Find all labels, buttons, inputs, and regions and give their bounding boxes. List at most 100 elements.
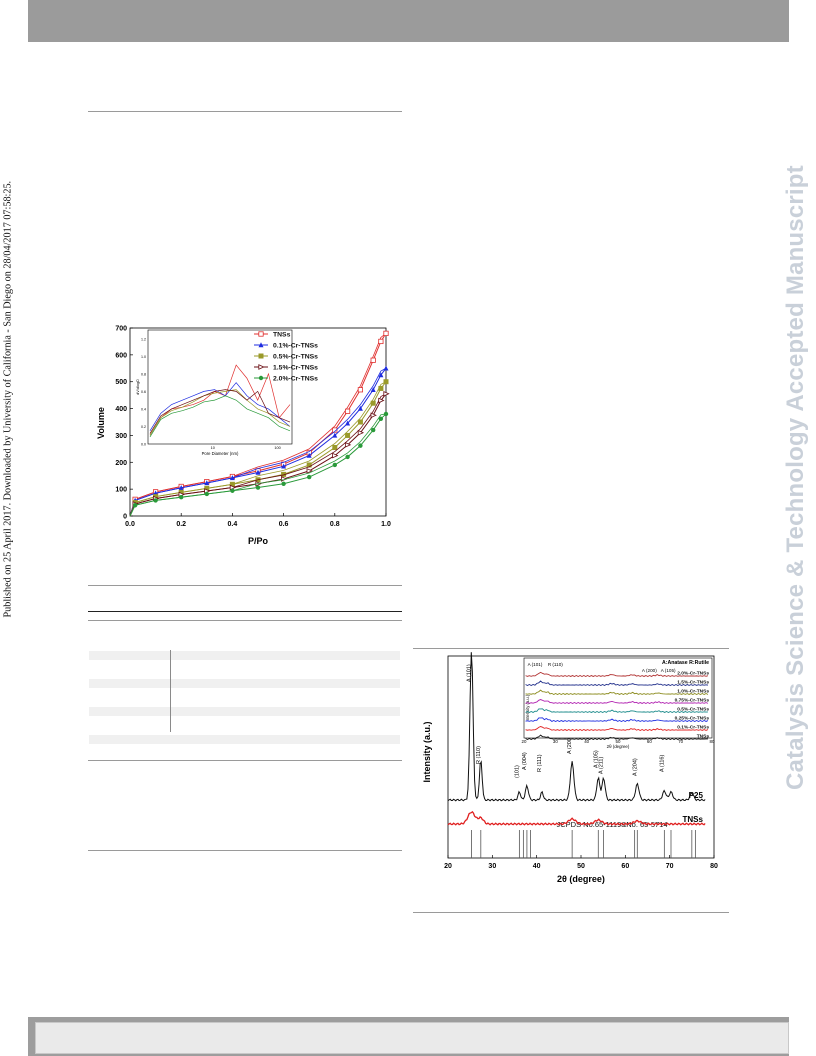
data-point: [378, 372, 384, 378]
series-label-TNSs: TNSs: [682, 815, 703, 824]
x-tick-label: 0.4: [228, 521, 238, 528]
data-point: [132, 503, 138, 508]
data-point: [378, 338, 384, 345]
data-point: [357, 419, 363, 425]
inset-x-tick-label: 30: [553, 739, 558, 744]
page-footer-bar: [35, 1022, 789, 1054]
y-tick-label: 0: [123, 514, 127, 521]
rule-top-left: [88, 111, 402, 112]
peak-label: (101): [514, 765, 520, 778]
x-tick-label: 0.0: [125, 521, 135, 528]
inset-series-label: 1.5%-Cr-TNSs: [677, 680, 709, 686]
inset-x-label: Pore Diameter (nm): [202, 451, 239, 456]
data-point: [204, 491, 209, 497]
x-tick-label: 60: [621, 863, 629, 870]
series-P25: [447, 652, 706, 802]
y-axis-label: Intensity (a.u.): [422, 721, 432, 782]
data-point: [178, 485, 184, 490]
inset-x-label: 2θ (degree): [607, 744, 630, 749]
series-line: [129, 381, 387, 517]
data-point: [229, 475, 235, 481]
data-point: [258, 331, 264, 337]
inset-x-tick-label: 70: [678, 739, 683, 744]
data-point: [370, 357, 376, 363]
table-column-divider: [170, 650, 171, 732]
x-tick-label: 0.2: [176, 521, 186, 528]
legend-label: 2.0%-Cr-TNSs: [273, 376, 318, 383]
data-point: [307, 474, 312, 480]
x-tick-label: 80: [710, 863, 718, 870]
data-point: [357, 429, 365, 436]
data-point: [153, 490, 159, 496]
inset-x-tick-label: 20: [522, 739, 527, 744]
rule-bottom-left: [88, 850, 402, 851]
inset-x-tick-label: 40: [584, 739, 589, 744]
x-tick-label: 50: [577, 863, 585, 870]
inset-y-tick-label: 1.0: [141, 355, 146, 359]
series-line: [129, 413, 387, 517]
rule-figure2-bottom: [413, 912, 729, 913]
x-tick-label: 0.8: [330, 521, 340, 528]
series-TNSs: [447, 810, 706, 826]
inset-series-label: 0.75%-Cr-TNSs: [675, 698, 710, 704]
data-point: [153, 498, 158, 503]
data-point: [357, 405, 363, 411]
inset-x-tick-label: 100: [274, 446, 280, 450]
inset-x-tick-label: 10: [211, 446, 215, 450]
peak-label: A (200): [567, 736, 573, 754]
x-tick-label: 20: [444, 863, 452, 870]
inset-series-line: [525, 717, 709, 723]
inset-x-tick-label: 80: [710, 739, 715, 744]
legend-label: 0.5%-Cr-TNSs: [273, 354, 318, 361]
inset-series-line: [525, 734, 708, 741]
isotherm-figure: 0.0 0.2 0.4 0.6 0.8 1.0 0 100 200 300 400 500 600 700…: [96, 326, 391, 547]
inset-y-label: Intensity (a.u.): [525, 694, 530, 721]
peak-label: A (101): [466, 664, 472, 682]
peak-label: A (105): [593, 750, 599, 768]
peak-label: A (204): [632, 758, 638, 776]
xrd-figure: 20 30 40 50 60 70 80 JCPDS No.65-1119&No. 65-5…: [422, 652, 718, 884]
data-point: [345, 420, 351, 426]
inset-legend-note: A:Anatase R:Rutile: [662, 660, 709, 666]
inset-y-tick-label: 0.8: [141, 372, 146, 376]
inset-series-line: [525, 726, 709, 732]
data-point: [179, 495, 184, 500]
page-header-band: [28, 0, 789, 42]
y-tick-label: 400: [115, 406, 127, 413]
data-point: [255, 485, 261, 490]
x-axis-label: 2θ (degree): [557, 874, 605, 884]
data-point: [332, 452, 339, 459]
plot-frame: [129, 327, 387, 517]
x-tick-label: 40: [533, 863, 541, 870]
rule-figure2-top: [413, 648, 729, 649]
peak-label: A (116): [659, 755, 665, 772]
y-axis-label: Volume: [96, 407, 106, 439]
data-point: [383, 390, 390, 397]
data-point: [378, 416, 384, 421]
data-point: [258, 375, 264, 381]
table-row: [89, 651, 400, 660]
data-point: [344, 408, 351, 414]
inset-series-line: [525, 689, 709, 696]
x-tick-label: 1.0: [381, 521, 391, 528]
series-2.0%-Cr-TNSs: [129, 411, 389, 517]
data-point: [230, 488, 235, 493]
inset-series-label: 0.1%-Cr-TNSs: [677, 725, 709, 731]
inset-series-line: [525, 699, 709, 705]
series-label-P25: P25: [689, 791, 704, 800]
data-point: [345, 432, 351, 438]
table-row: [89, 735, 400, 744]
inset-series-line: [149, 389, 291, 434]
table-header-rule: [88, 620, 402, 621]
peak-label: A (004): [522, 752, 528, 770]
data-point: [332, 427, 338, 433]
inset-series-line: [149, 389, 291, 436]
data-point: [258, 342, 264, 348]
data-point: [258, 364, 265, 370]
inset-series-label: 2.0%-Cr-TNSs: [677, 671, 709, 677]
inset-series-line: [149, 395, 291, 438]
data-point: [370, 387, 376, 392]
inset-peak-label: R (110): [548, 662, 563, 667]
data-point: [378, 385, 384, 391]
inset-y-tick-label: 0.0: [141, 443, 146, 447]
